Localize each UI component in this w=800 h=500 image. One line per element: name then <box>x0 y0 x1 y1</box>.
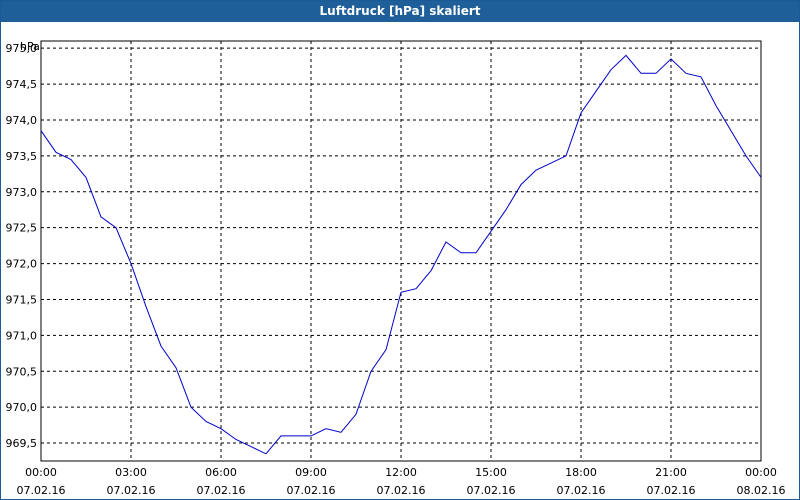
y-axis-unit: hPa <box>20 40 40 53</box>
y-tick-label: 970,5 <box>6 365 38 378</box>
y-tick-label: 975,0 <box>6 42 38 55</box>
x-tick-date: 07.02.16 <box>17 484 66 497</box>
x-tick-time: 00:00 <box>25 466 57 479</box>
x-tick-date: 07.02.16 <box>467 484 516 497</box>
x-tick-time: 03:00 <box>115 466 147 479</box>
x-tick-time: 15:00 <box>475 466 507 479</box>
x-tick-date: 07.02.16 <box>377 484 426 497</box>
y-tick-label: 973,5 <box>6 150 38 163</box>
x-tick-date: 07.02.16 <box>287 484 336 497</box>
y-tick-label: 972,5 <box>6 222 38 235</box>
y-tick-label: 970,0 <box>6 401 38 414</box>
x-tick-date: 07.02.16 <box>107 484 156 497</box>
grid-lines <box>41 41 761 461</box>
x-tick-time: 00:00 <box>745 466 777 479</box>
y-tick-labels: 975,0 974,5 974,0 973,5 973,0 972,5 972,0 971,5… <box>6 42 38 450</box>
y-tick-label: 969,5 <box>6 437 38 450</box>
x-tick-labels: 00:00 07.02.16 03:00 07.02.16 06:00 07.02.16 0… <box>17 466 786 497</box>
x-tick-date: 08.02.16 <box>737 484 786 497</box>
x-tick-date: 07.02.16 <box>647 484 696 497</box>
y-tick-label: 972,0 <box>6 258 38 271</box>
y-tick-label: 974,0 <box>6 114 38 127</box>
x-tick-time: 21:00 <box>655 466 687 479</box>
chart-title: Luftdruck [hPa] skaliert <box>1 1 799 22</box>
y-tick-label: 971,5 <box>6 293 38 306</box>
x-tick-date: 07.02.16 <box>197 484 246 497</box>
x-tick-time: 09:00 <box>295 466 327 479</box>
pressure-line <box>40 54 762 455</box>
x-tick-time: 06:00 <box>205 466 237 479</box>
y-tick-label: 974,5 <box>6 78 38 91</box>
x-tick-time: 18:00 <box>565 466 597 479</box>
y-tick-label: 973,0 <box>6 186 38 199</box>
x-tick-date: 07.02.16 <box>557 484 606 497</box>
x-tick-time: 12:00 <box>385 466 417 479</box>
y-tick-label: 971,0 <box>6 329 38 342</box>
